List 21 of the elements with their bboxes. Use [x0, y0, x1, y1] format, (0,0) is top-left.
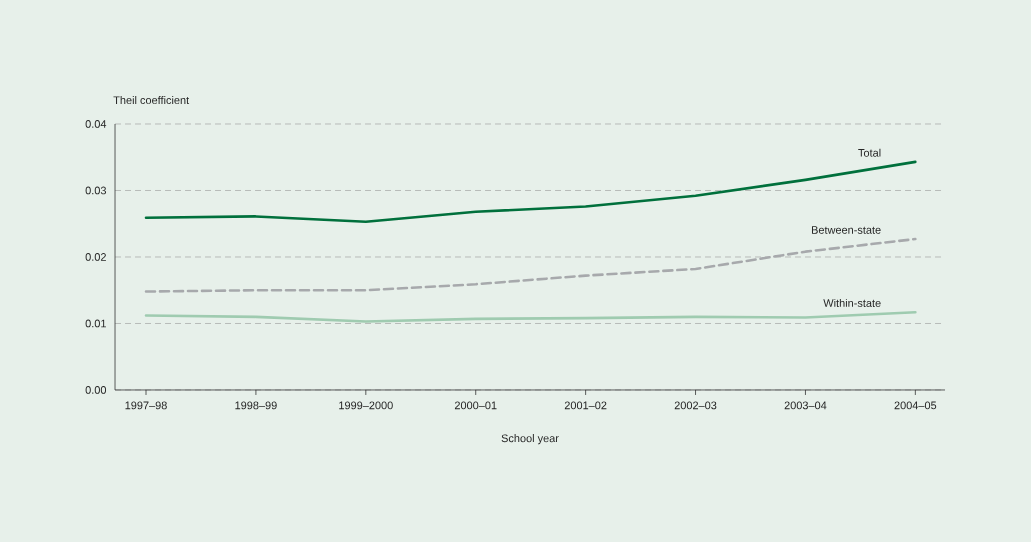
- y-tick-label: 0.03: [85, 186, 107, 195]
- x-tick-label: 1999–2000: [339, 401, 393, 410]
- x-axis-title: School year: [501, 434, 559, 445]
- y-tick-label: 0.00: [85, 386, 107, 394]
- x-tick-label: 2004–05: [894, 401, 937, 410]
- series-label: Between-state: [811, 226, 881, 234]
- x-tick-label: 1998–99: [235, 401, 277, 410]
- y-tick-label: 0.02: [85, 253, 106, 261]
- series-label: Within-state: [823, 298, 881, 307]
- x-tick-label: 1997–98: [125, 401, 167, 410]
- line-series: [144, 310, 917, 323]
- y-tick-label: 0.04: [85, 120, 107, 128]
- series-label: Total: [858, 148, 881, 157]
- y-axis-title: Theil coefficient: [113, 96, 190, 105]
- line-series: [144, 160, 917, 224]
- line-series: [144, 237, 917, 293]
- y-tick-label: 0.01: [85, 319, 106, 328]
- x-tick-label: 2001–02: [564, 401, 607, 410]
- x-tick-label: 2002–03: [674, 401, 717, 410]
- x-tick-label: 2003–04: [784, 401, 827, 410]
- x-tick-label: 2000–01: [454, 401, 497, 410]
